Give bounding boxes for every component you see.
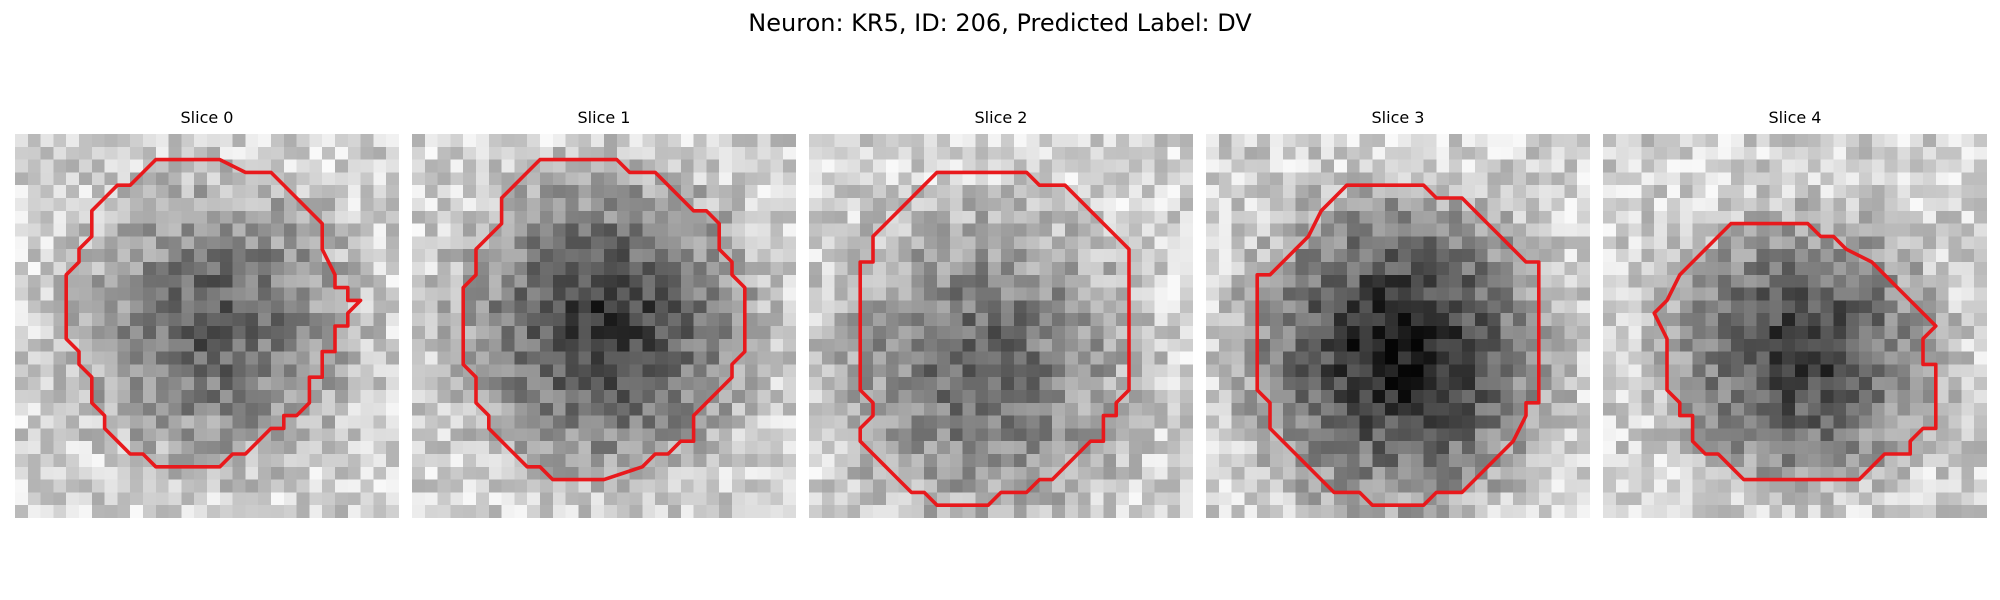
segmentation-contour bbox=[1652, 221, 1938, 482]
slice-title: Slice 4 bbox=[1768, 108, 1822, 127]
segmentation-contour bbox=[1255, 183, 1541, 507]
segmentation-contour bbox=[64, 157, 363, 469]
slice-title: Slice 0 bbox=[180, 108, 234, 127]
slice-image bbox=[809, 134, 1193, 518]
segmentation-contour bbox=[461, 157, 747, 482]
slice-panel-3: Slice 3 bbox=[1206, 108, 1590, 518]
slice-title: Slice 2 bbox=[974, 108, 1028, 127]
slice-image bbox=[412, 134, 796, 518]
figure-title: Neuron: KR5, ID: 206, Predicted Label: D… bbox=[748, 9, 1252, 37]
slice-panel-0: Slice 0 bbox=[15, 108, 399, 518]
slice-title: Slice 1 bbox=[577, 108, 631, 127]
slice-image bbox=[1603, 134, 1987, 518]
slice-image bbox=[15, 134, 399, 518]
slice-title: Slice 3 bbox=[1371, 108, 1425, 127]
slice-panel-2: Slice 2 bbox=[809, 108, 1193, 518]
slice-image bbox=[1206, 134, 1590, 518]
slice-panel-1: Slice 1 bbox=[412, 108, 796, 518]
segmentation-contour bbox=[858, 170, 1131, 507]
slice-panel-4: Slice 4 bbox=[1603, 108, 1987, 518]
